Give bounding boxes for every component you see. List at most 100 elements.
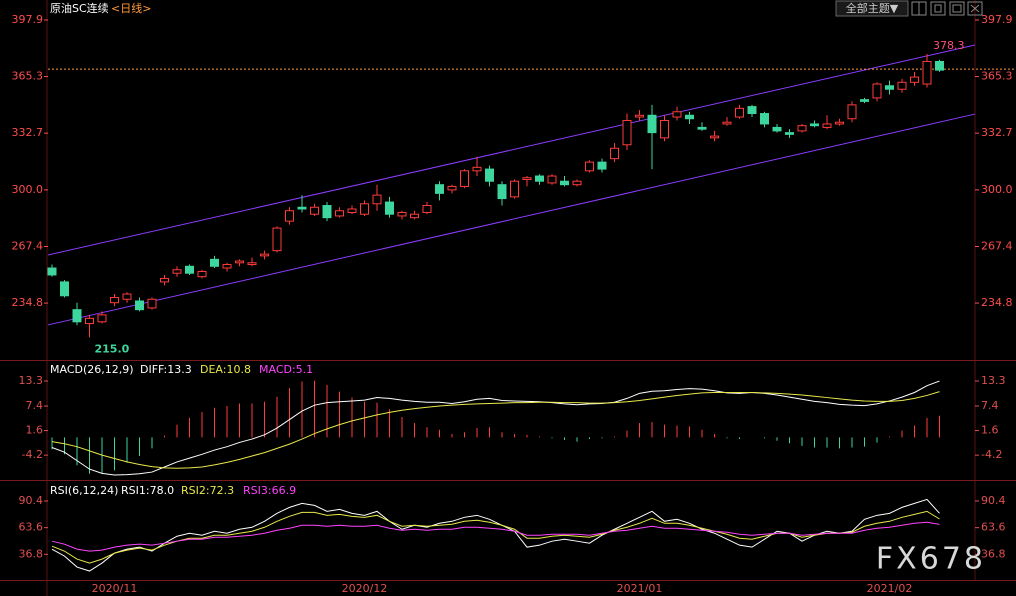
candle-body <box>935 60 944 71</box>
icon-close[interactable] <box>967 1 983 16</box>
candle-body <box>197 270 207 278</box>
indicator-line <box>51 498 940 572</box>
channel-line <box>47 44 976 256</box>
candle-body <box>435 184 444 194</box>
indicator-label: RSI(6,12,24) <box>50 484 118 497</box>
indicator-label: DEA:10.8 <box>200 363 251 376</box>
candle-body <box>135 300 144 311</box>
indicator-label: MACD:5.1 <box>259 363 313 376</box>
y-tick-label: 7.4 <box>981 399 999 412</box>
candle-body <box>72 309 82 323</box>
candle-body <box>110 297 119 304</box>
y-tick-label: 397.9 <box>12 13 44 26</box>
x-tick-label: 2020/11 <box>92 582 138 595</box>
icon-layout[interactable] <box>930 1 946 16</box>
y-tick-label: 1.6 <box>26 424 44 437</box>
candle-body <box>710 135 719 139</box>
theme-button-label[interactable]: 全部主题▼ <box>846 1 899 15</box>
candle-body <box>47 267 57 276</box>
y-tick-label: 13.3 <box>981 374 1006 387</box>
candle-body <box>810 123 819 127</box>
candle-body <box>722 121 732 125</box>
candle-body <box>585 161 594 172</box>
candle-body <box>610 147 619 160</box>
x-tick-label: 2020/12 <box>342 582 388 595</box>
candle-body <box>510 180 519 198</box>
candle-body <box>360 203 369 215</box>
candle-body <box>597 161 607 170</box>
candle-body <box>760 113 769 125</box>
indicator-line <box>51 391 940 469</box>
indicator-line <box>51 380 940 476</box>
x-tick-label: 2021/02 <box>867 582 913 595</box>
y-tick-label: 36.8 <box>19 547 44 560</box>
y-tick-label: -4.2 <box>22 448 43 461</box>
candle-body <box>560 180 569 186</box>
channel-line <box>47 113 976 326</box>
candle-body <box>772 126 782 132</box>
candle-body <box>410 213 419 219</box>
y-tick-label: -4.2 <box>981 448 1002 461</box>
candle-body <box>372 194 382 205</box>
y-tick-label: 300.0 <box>12 183 44 196</box>
candle-body <box>472 166 482 172</box>
candle-body <box>922 60 932 85</box>
y-tick-label: 1.6 <box>981 424 999 437</box>
candle-body <box>535 175 544 182</box>
candle-body <box>447 185 457 191</box>
candle-body <box>385 201 394 215</box>
theme-button[interactable] <box>835 0 909 17</box>
y-tick-label: 63.6 <box>981 521 1006 534</box>
y-tick-label: 36.8 <box>981 547 1006 560</box>
y-tick-label: 234.8 <box>981 296 1013 309</box>
candle-body <box>297 206 307 210</box>
candle-body <box>485 168 494 182</box>
candle-body <box>147 298 157 309</box>
candle-body <box>822 123 832 128</box>
icon-window[interactable] <box>949 1 965 16</box>
candle-body <box>835 121 844 125</box>
candle-body <box>85 317 94 325</box>
y-tick-label: 300.0 <box>981 183 1013 196</box>
candle-body <box>910 76 919 83</box>
candle-body <box>322 205 332 219</box>
candle-body <box>647 114 657 134</box>
candle-body <box>735 107 744 118</box>
indicator-line <box>51 521 940 552</box>
candle-body <box>572 180 582 186</box>
candle-body <box>547 175 557 184</box>
candle-body <box>872 83 882 99</box>
candle-body <box>260 253 269 257</box>
candle-body <box>185 265 194 274</box>
candle-body <box>285 210 294 222</box>
y-tick-label: 7.4 <box>26 399 44 412</box>
x-tick-label: 2021/01 <box>617 582 663 595</box>
chart-title: 原油SC连续 <box>50 1 109 15</box>
watermark: FX678 <box>876 542 986 577</box>
indicator-label: MACD(26,12,9) <box>50 363 134 376</box>
candle-body <box>522 177 532 180</box>
candle-body <box>310 206 319 215</box>
y-tick-label: 332.7 <box>12 126 44 139</box>
candle-body <box>172 269 182 274</box>
candle-body <box>97 314 107 323</box>
candle-body <box>122 293 132 300</box>
candle-body <box>60 281 69 297</box>
y-tick-label: 63.6 <box>19 521 44 534</box>
y-tick-label: 267.4 <box>981 239 1013 252</box>
candle-body <box>247 262 257 266</box>
candle-body <box>897 81 907 90</box>
indicator-label: RSI2:72.3 <box>181 484 234 497</box>
high-annotation: 378.3 <box>933 39 965 52</box>
indicator-label: RSI1:78.0 <box>121 484 174 497</box>
y-tick-label: 365.3 <box>12 70 44 83</box>
candle-body <box>347 208 357 213</box>
candle-body <box>235 260 244 264</box>
candle-body <box>635 114 644 118</box>
candle-body <box>210 258 219 267</box>
y-tick-label: 365.3 <box>981 70 1013 83</box>
y-tick-label: 13.3 <box>19 374 44 387</box>
